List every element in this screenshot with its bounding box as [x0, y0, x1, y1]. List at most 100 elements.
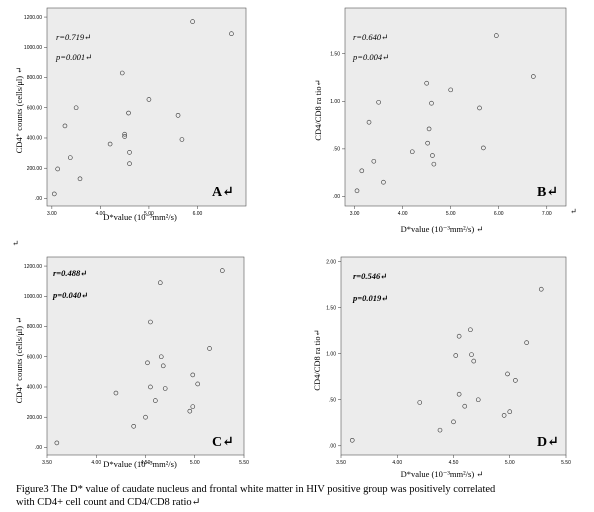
data-point [507, 409, 513, 415]
data-point [119, 70, 125, 76]
y-tick-label: 200.00 [27, 166, 43, 172]
x-tick-label: 5.00 [446, 211, 456, 217]
data-point [190, 19, 195, 24]
stat-p: p=0.004↵ [352, 52, 389, 62]
x-tick-label: 5.00 [190, 460, 200, 466]
data-point [148, 319, 153, 325]
data-point [122, 134, 127, 139]
y-tick-label: 1000.00 [24, 294, 42, 300]
y-tick-label: .00 [333, 194, 340, 200]
x-axis-label: D*value (10⁻³mm²/s) [103, 459, 177, 469]
data-point [494, 33, 499, 38]
x-tick-label: 3.00 [350, 211, 360, 217]
data-point [158, 354, 164, 360]
y-tick-label: 600.00 [27, 105, 43, 111]
data-point [531, 74, 536, 79]
data-point [477, 105, 482, 111]
data-point [107, 141, 113, 147]
data-point [77, 176, 83, 182]
plot-area [46, 256, 245, 456]
data-point [127, 161, 132, 166]
y-tick-label: .50 [333, 147, 340, 153]
data-point [146, 97, 152, 102]
data-point [179, 137, 185, 142]
stat-p: p=0.001↵ [55, 52, 92, 62]
stat-p: p=0.019↵ [352, 293, 388, 303]
data-point [501, 413, 507, 418]
y-tick-label: 1.50 [326, 305, 336, 311]
y-tick-label: 800.00 [27, 324, 43, 330]
data-point [349, 437, 355, 443]
y-tick-label: 800.00 [27, 75, 43, 81]
x-tick-label: 5.00 [144, 211, 154, 217]
data-point [471, 358, 477, 364]
paragraph-mark: ↵ [570, 207, 577, 216]
data-point [354, 188, 360, 194]
data-point [113, 390, 119, 396]
data-point [376, 99, 381, 105]
paragraph-mark: ↵ [12, 239, 19, 248]
data-point [122, 131, 127, 137]
panel-letter: B↵ [537, 185, 558, 200]
data-point [207, 346, 212, 351]
y-tick-label: 2.00 [326, 259, 336, 265]
panel-b: 3.00 4.00 5.00 6.00 7.00 .00 .50 1.00 1.50 r=0.64… [313, 7, 567, 234]
x-tick-label: 4.50 [449, 460, 459, 466]
data-point [430, 153, 435, 158]
y-tick-label: 400.00 [27, 136, 43, 142]
data-point [51, 191, 57, 197]
data-point [54, 440, 60, 446]
panel-letter: D↵ [537, 435, 559, 450]
panel-letter: C↵ [212, 435, 234, 450]
x-tick-label: 4.00 [91, 460, 101, 466]
y-tick-label: .00 [35, 445, 42, 451]
stat-r: r=0.546↵ [353, 271, 387, 281]
panel-c: 3.50 4.00 4.50 5.00 5.50 .00 200.00 400.00 600.0… [14, 256, 249, 469]
panel-a: 3.00 4.00 5.00 6.00 .00 200.00 400.00 600.00 800… [14, 7, 247, 222]
x-tick-label: 4.00 [398, 211, 408, 217]
y-tick-label: 600.00 [27, 354, 43, 360]
x-tick-label: 6.00 [494, 211, 504, 217]
data-point [426, 126, 432, 132]
x-tick-label: 7.00 [542, 211, 552, 217]
x-axis-label: D*value (10⁻³mm²/s) ↵ [401, 224, 484, 234]
panel-letter: A↵ [212, 185, 234, 200]
x-tick-label: 3.50 [42, 460, 52, 466]
data-point [190, 404, 196, 409]
y-tick-label: .50 [329, 397, 336, 403]
data-point [229, 31, 234, 36]
y-axis-label: CD4/CD8 ra tio↵ [312, 329, 322, 390]
data-point [131, 423, 136, 429]
data-point [145, 360, 150, 366]
x-tick-label: 3.50 [336, 460, 346, 466]
x-tick-label: 4.00 [392, 460, 402, 466]
data-point [424, 80, 429, 86]
stat-p: p=0.040↵ [52, 290, 88, 300]
panel-d: 3.50 4.00 4.50 5.00 5.50 .00 .50 1.00 1.50 2.00 r=… [312, 256, 571, 479]
y-tick-label: 1200.00 [24, 15, 42, 21]
plot-area [344, 7, 567, 207]
data-point [524, 340, 529, 345]
y-tick-label: 1.50 [330, 51, 340, 57]
data-point [417, 400, 423, 405]
figure-caption: Figure3 The D* value of caudate nucleus … [16, 483, 588, 509]
stat-r: r=0.488↵ [53, 268, 87, 278]
data-point [505, 371, 510, 377]
x-tick-label: 4.00 [96, 211, 106, 217]
data-point [175, 113, 181, 118]
data-point [409, 149, 415, 155]
y-tick-label: 1.00 [330, 99, 340, 105]
x-tick-label: 5.50 [561, 460, 571, 466]
x-tick-label: 3.00 [47, 211, 57, 217]
data-point [453, 353, 459, 358]
stat-r: r=0.640↵ [353, 32, 388, 42]
data-point [456, 333, 462, 339]
data-point [62, 123, 68, 129]
data-point [143, 414, 148, 420]
x-tick-label: 5.00 [505, 460, 515, 466]
data-point [187, 408, 193, 414]
y-tick-label: 1000.00 [24, 45, 42, 51]
y-tick-label: 1200.00 [24, 264, 42, 270]
stat-r: r=0.719↵ [56, 32, 91, 42]
